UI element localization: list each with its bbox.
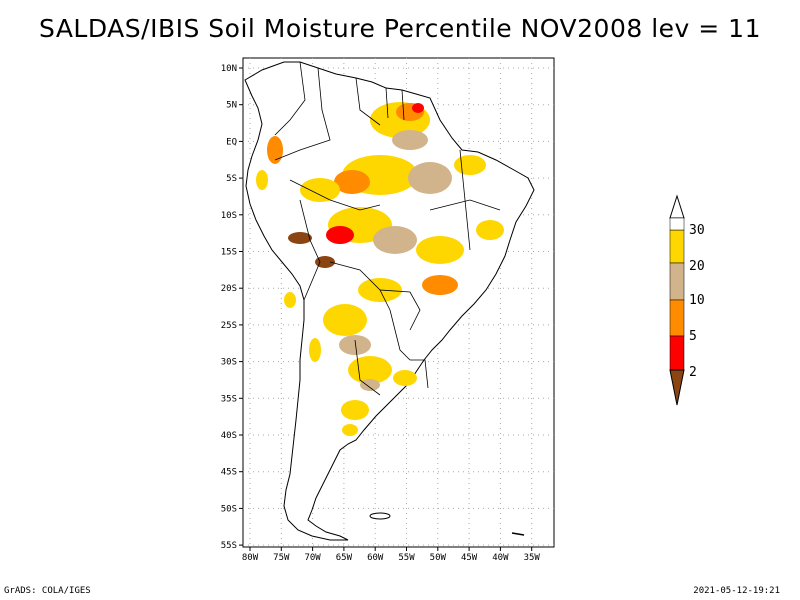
longitude-label: 80W bbox=[242, 553, 259, 563]
map-title: SALDAS/IBIS Soil Moisture Percentile NOV… bbox=[39, 14, 761, 43]
latitude-label: 50S bbox=[221, 504, 237, 514]
legend-labels: 30 20 10 5 2 bbox=[689, 223, 705, 380]
longitude-label: 60W bbox=[367, 553, 384, 563]
latitude-label: 45S bbox=[221, 468, 237, 478]
latitude-label: 10S bbox=[221, 211, 237, 221]
longitude-label: 55W bbox=[398, 553, 415, 563]
latitude-label: 55S bbox=[221, 541, 237, 551]
falklands-outline bbox=[369, 512, 391, 520]
legend-swatch-white bbox=[669, 217, 685, 231]
legend-level-label: 2 bbox=[689, 365, 697, 380]
latitude-label: 5S bbox=[226, 174, 237, 184]
longitude-label: 45W bbox=[461, 553, 478, 563]
latitude-label: 10N bbox=[221, 64, 237, 74]
plot-frame bbox=[242, 57, 555, 548]
legend-swatch-red bbox=[669, 335, 685, 371]
longitude-label: 75W bbox=[273, 553, 290, 563]
longitude-label: 50W bbox=[430, 553, 447, 563]
south-georgia-outline bbox=[511, 532, 525, 536]
legend-level-label: 5 bbox=[689, 329, 697, 344]
legend-level-label: 20 bbox=[689, 259, 705, 274]
legend-swatch-yellow bbox=[669, 229, 685, 264]
legend-level-label: 10 bbox=[689, 293, 705, 308]
latitude-label: EQ bbox=[226, 137, 237, 147]
latitude-label: 40S bbox=[221, 431, 237, 441]
latitude-label: 35S bbox=[221, 394, 237, 404]
legend-upper-arrow bbox=[669, 194, 685, 219]
latitude-label: 15S bbox=[221, 248, 237, 258]
legend-lower-arrow bbox=[669, 369, 685, 406]
moisture-patches bbox=[256, 102, 504, 436]
render-timestamp: 2021-05-12-19:21 bbox=[693, 586, 780, 596]
color-legend bbox=[669, 194, 685, 406]
latitude-label: 20S bbox=[221, 284, 237, 294]
latitude-label: 30S bbox=[221, 358, 237, 368]
legend-level-label: 30 bbox=[689, 223, 705, 238]
country-borders bbox=[274, 61, 501, 396]
latitude-labels: 10N 5N EQ 5S 10S 15S 20S 25S 30S 35S 40S 45S 50S 55S bbox=[221, 64, 243, 551]
legend-swatch-orange bbox=[669, 299, 685, 337]
longitude-label: 70W bbox=[304, 553, 321, 563]
software-credit: GrADS: COLA/IGES bbox=[4, 586, 91, 596]
longitude-label: 40W bbox=[492, 553, 509, 563]
legend-swatch-tan bbox=[669, 262, 685, 301]
longitude-labels: 80W 75W 70W 65W 60W 55W 50W 45W 40W 35W bbox=[242, 547, 541, 563]
longitude-label: 35W bbox=[524, 553, 541, 563]
longitude-label: 65W bbox=[336, 553, 353, 563]
latitude-label: 25S bbox=[221, 321, 237, 331]
latitude-label: 5N bbox=[226, 101, 237, 111]
